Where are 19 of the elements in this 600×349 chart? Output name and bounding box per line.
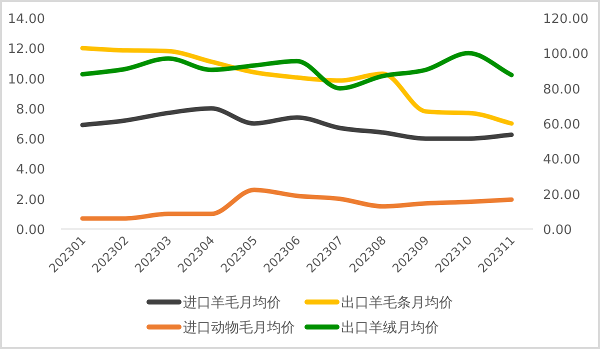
y-tick-label: 14.00 [8,12,45,27]
y2-tick-label: 0.00 [543,223,572,238]
y2-tick-label: 20.00 [543,188,580,203]
y2-tick-label: 80.00 [543,82,580,98]
legend-label: 进口羊毛月均价 [183,295,281,311]
y-tick-label: 10.00 [8,72,45,88]
y-tick-label: 0.00 [16,223,45,238]
y2-tick-label: 120.00 [543,12,588,27]
y2-tick-label: 100.00 [543,47,588,62]
y2-tick-label: 40.00 [543,152,580,168]
y-tick-label: 4.00 [16,162,45,178]
y-tick-label: 2.00 [16,192,45,208]
y-tick-label: 6.00 [16,132,45,148]
y2-tick-label: 60.00 [543,118,580,132]
legend-label: 出口羊毛条月均价 [341,295,453,311]
y-tick-label: 8.00 [16,102,45,118]
y-tick-label: 12.00 [8,42,45,58]
legend-label: 进口动物毛月均价 [183,320,295,336]
legend-label: 出口羊绒月均价 [341,320,439,336]
